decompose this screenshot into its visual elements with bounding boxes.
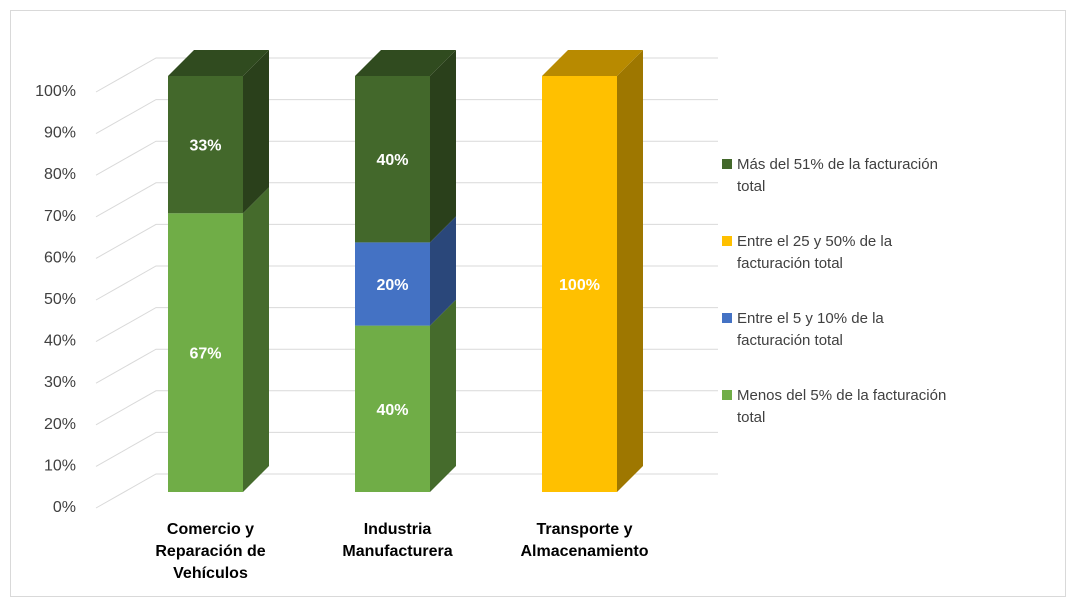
y-tick-label: 0% — [53, 499, 76, 516]
gridline — [95, 265, 718, 301]
data-label: 100% — [559, 277, 600, 294]
legend-swatch — [722, 390, 732, 400]
legend-swatch — [722, 313, 732, 323]
gridline — [95, 431, 718, 467]
gridline — [95, 140, 718, 176]
y-tick-label: 50% — [44, 291, 76, 308]
bar-segment-side — [617, 50, 643, 492]
legend-swatch — [722, 236, 732, 246]
gridline — [95, 390, 718, 426]
bar-segment-side — [430, 50, 456, 243]
x-category-label: Comercio y — [167, 521, 254, 538]
gridline — [95, 182, 718, 218]
x-category-label: Transporte y — [536, 521, 632, 538]
gridline — [95, 223, 718, 259]
bar-segment-top — [542, 50, 643, 76]
bar-segment — [542, 76, 617, 492]
x-category-label: Manufacturera — [342, 543, 452, 560]
bar-segment-side — [243, 50, 269, 214]
gridline — [95, 473, 718, 509]
x-category-label: Industria — [364, 521, 432, 538]
bar-segment-top — [355, 50, 456, 76]
legend-label: Entre el 25 y 50% de la — [737, 233, 893, 250]
bar-segment-side — [430, 299, 456, 492]
y-tick-label: 100% — [35, 83, 76, 100]
y-tick-label: 70% — [44, 208, 76, 225]
legend-label: Menos del 5% de la facturación — [737, 387, 946, 404]
y-tick-label: 10% — [44, 457, 76, 474]
legend-swatch — [722, 159, 732, 169]
x-category-label: Reparación de — [155, 543, 265, 560]
y-tick-label: 40% — [44, 333, 76, 350]
bar-segment — [355, 242, 430, 326]
y-tick-label: 20% — [44, 416, 76, 433]
bar-segment — [168, 213, 243, 492]
legend-label: Entre el 5 y 10% de la — [737, 310, 884, 327]
bar-segment — [168, 76, 243, 214]
legend-label: total — [737, 178, 765, 195]
bar-segment-side — [243, 187, 269, 492]
data-label: 33% — [189, 138, 221, 155]
data-label: 67% — [189, 346, 221, 363]
y-tick-label: 60% — [44, 249, 76, 266]
bar-segment-top — [168, 50, 269, 76]
legend-label: facturación total — [737, 332, 843, 349]
x-category-label: Almacenamiento — [520, 543, 648, 560]
legend-label: Más del 51% de la facturación — [737, 156, 938, 173]
bar-segment — [355, 76, 430, 243]
data-label: 20% — [376, 277, 408, 294]
data-label: 40% — [376, 402, 408, 419]
y-tick-label: 90% — [44, 125, 76, 142]
gridline — [95, 348, 718, 384]
gridline — [95, 99, 718, 135]
gridline — [95, 57, 718, 93]
legend-label: facturación total — [737, 255, 843, 272]
data-label: 40% — [376, 152, 408, 169]
bar-segment-side — [430, 216, 456, 326]
y-tick-label: 80% — [44, 166, 76, 183]
y-tick-label: 30% — [44, 374, 76, 391]
legend-label: total — [737, 409, 765, 426]
x-category-label: Vehículos — [173, 565, 248, 582]
bar-segment — [355, 325, 430, 492]
gridline — [95, 307, 718, 343]
